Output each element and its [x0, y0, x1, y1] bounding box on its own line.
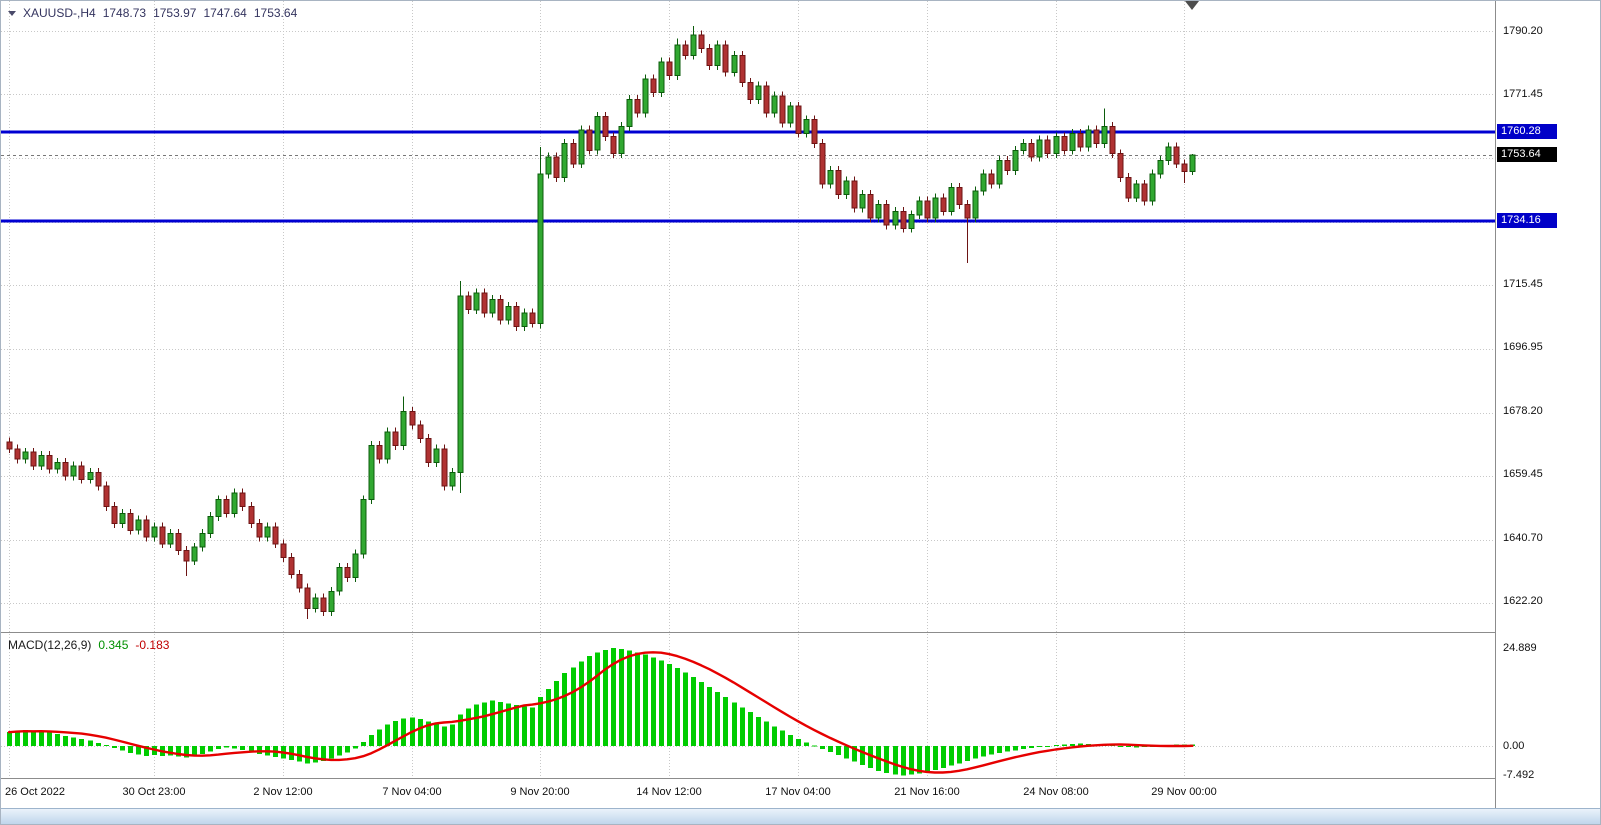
- macd-signal-line: [7, 651, 1194, 774]
- time-axis-label: 30 Oct 23:00: [122, 786, 186, 798]
- ohlc-close: 1753.64: [253, 6, 298, 20]
- level-price-badge[interactable]: 1734.16: [1497, 213, 1557, 228]
- macd-axis-label: 24.889: [1503, 642, 1537, 654]
- macd-main-value: 0.345: [98, 638, 129, 652]
- price-axis-label: 1771.45: [1503, 88, 1543, 100]
- ohlc-low: 1747.64: [203, 6, 247, 20]
- time-axis-label: 17 Nov 04:00: [765, 786, 831, 798]
- macd-indicator-info: MACD(12,26,9) 0.345 -0.183: [8, 638, 169, 652]
- time-axis-label: 21 Nov 16:00: [894, 786, 960, 798]
- macd-axis-label: -7.492: [1503, 769, 1535, 781]
- ohlc-high: 1753.97: [153, 6, 197, 20]
- symbol-dropdown-icon: [8, 10, 16, 16]
- chart-shift-marker-icon[interactable]: [1185, 1, 1199, 10]
- symbol-info: XAUUSD-,H4 1748.73 1753.97 1747.64 1753.…: [8, 6, 297, 20]
- window-bottom-edge: [1, 808, 1600, 824]
- price-axis[interactable]: 1790.20 1771.45 1715.45 1696.95 1678.20 1659.…: [1495, 1, 1600, 808]
- axis-separator: [1, 778, 1600, 779]
- macd-grid-layer: [1, 634, 1495, 778]
- time-axis-label: 7 Nov 04:00: [382, 786, 442, 798]
- time-axis-label: 29 Nov 00:00: [1151, 786, 1217, 798]
- price-axis-label: 1715.45: [1503, 278, 1543, 290]
- time-axis-label: 14 Nov 12:00: [636, 786, 702, 798]
- macd-axis-label: 0.00: [1503, 740, 1525, 752]
- time-axis[interactable]: 26 Oct 2022 30 Oct 23:00 2 Nov 12:00 7 Nov …: [1, 779, 1495, 808]
- price-axis-label: 1659.45: [1503, 468, 1543, 480]
- price-axis-label: 1622.20: [1503, 595, 1543, 607]
- macd-histogram: [7, 648, 1195, 776]
- level-price-badge[interactable]: 1760.28: [1497, 124, 1557, 139]
- horizontal-level-lines[interactable]: [1, 130, 1495, 223]
- candles-layer: [6, 26, 1196, 620]
- macd-signal-value: -0.183: [135, 638, 170, 652]
- current-price-badge: 1753.64: [1497, 147, 1557, 162]
- price-axis-label: 1790.20: [1503, 25, 1543, 37]
- symbol-timeframe-label: XAUUSD-,H4: [23, 6, 96, 20]
- ohlc-open: 1748.73: [102, 6, 147, 20]
- time-axis-label: 26 Oct 2022: [5, 786, 65, 798]
- price-axis-label: 1696.95: [1503, 341, 1543, 353]
- time-axis-label: 24 Nov 08:00: [1023, 786, 1089, 798]
- time-axis-label: 2 Nov 12:00: [253, 786, 313, 798]
- price-axis-label: 1678.20: [1503, 405, 1543, 417]
- time-axis-label: 9 Nov 20:00: [510, 786, 570, 798]
- main-chart-area[interactable]: [1, 1, 1495, 632]
- macd-label: MACD(12,26,9): [8, 638, 92, 652]
- macd-panel[interactable]: [1, 634, 1495, 778]
- panel-separator[interactable]: [1, 632, 1600, 633]
- price-axis-label: 1640.70: [1503, 532, 1543, 544]
